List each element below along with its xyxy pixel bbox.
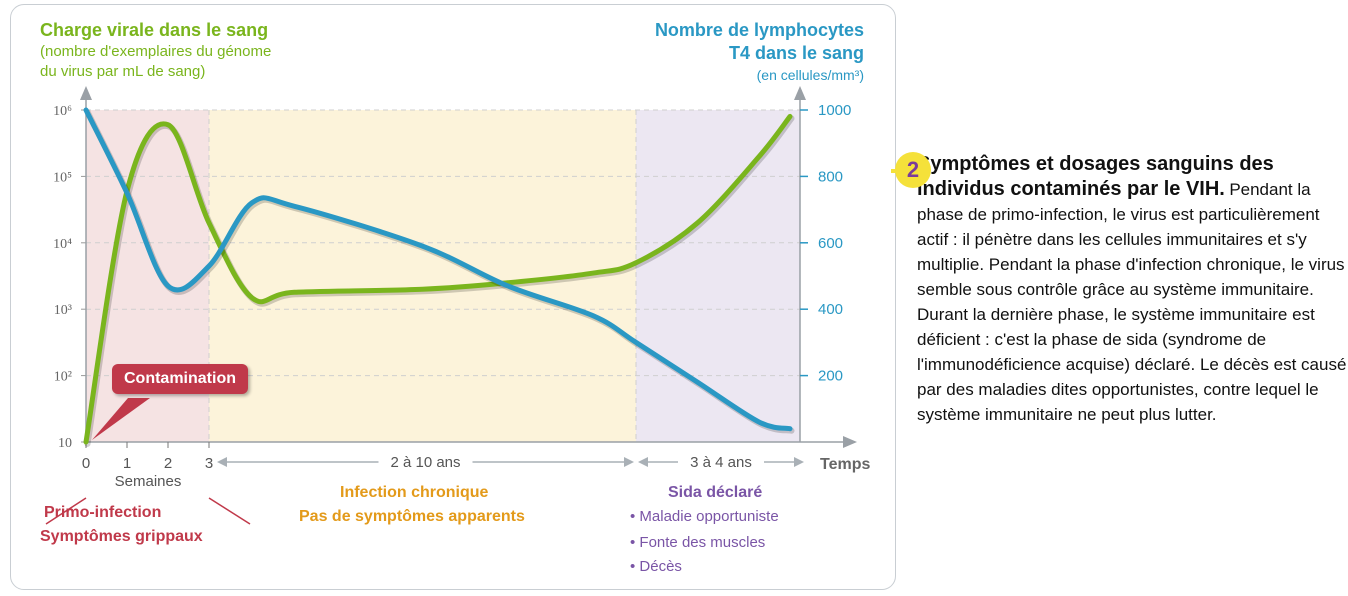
right-tick-label: 1000: [818, 102, 851, 119]
phase-sida-item-3: • Décès: [630, 558, 682, 575]
left-axis-subtitle-1: (nombre d'exemplaires du génome: [40, 43, 272, 60]
right-tick-label: 400: [818, 301, 843, 318]
right-axis-subtitle: (en cellules/mm³): [756, 67, 864, 83]
cd4-count-line: [83, 107, 793, 432]
x-tick-label: 0: [82, 455, 90, 472]
viral-load-line: [83, 113, 793, 445]
contamination-pointer: [92, 398, 150, 440]
span-chronic-arrow-right: [624, 457, 634, 467]
right-tick-label: 600: [818, 235, 843, 252]
span-sida-arrow-left: [638, 457, 648, 467]
phase-sida-item-1: • Maladie opportuniste: [630, 508, 779, 525]
left-tick-label: 10: [58, 436, 72, 451]
caption-body: Pendant la phase de primo-infection, le …: [917, 180, 1347, 424]
phase-chronic-name: Infection chronique: [340, 484, 489, 501]
right-axis-arrow: [794, 86, 806, 100]
span-chronic-label: 2 à 10 ans: [390, 454, 460, 471]
phase-sida-name: Sida déclaré: [668, 484, 763, 501]
phase-sida-item-2: • Fonte des muscles: [630, 534, 766, 551]
right-tick-label: 800: [818, 168, 843, 185]
caption-number-badge: 2: [895, 152, 931, 188]
left-axis-subtitle-2: du virus par mL de sang): [40, 63, 206, 80]
phase-primo-detail: Symptômes grippaux: [40, 528, 203, 545]
x-unit-label: Semaines: [115, 473, 182, 490]
chart-svg: 10 10² 10³ 10⁴ 10⁵ 10⁶ 200 400 600 800 1000 0 1 2 3 Sem…: [45, 86, 870, 525]
span-sida-label: 3 à 4 ans: [690, 454, 752, 471]
left-tick-label: 10²: [54, 370, 72, 385]
right-axis-title-1: Nombre de lymphocytes: [654, 20, 864, 40]
right-tick-label: 200: [818, 368, 843, 385]
figure-caption: 2 Symptômes et dosages sanguins des indi…: [891, 152, 1347, 427]
right-axis-title-2: T4 dans le sang: [728, 43, 864, 63]
left-axis-title: Charge virale dans le sang: [40, 20, 269, 40]
span-sida-label-bg: [678, 451, 764, 473]
left-tick-label: 10⁴: [53, 237, 72, 252]
x-axis-arrow: [843, 436, 857, 448]
x-tick-label: 3: [205, 455, 213, 472]
primo-bracket-right: [208, 497, 251, 525]
primo-bracket-left: [45, 497, 87, 525]
phase-chronic-detail: Pas de symptômes apparents: [299, 508, 525, 525]
contamination-callout: Contamination: [112, 364, 248, 394]
x-axis-title: Temps: [820, 456, 870, 473]
caption-title: Symptômes et dosages sanguins des indivi…: [917, 153, 1274, 200]
phase-bg-sida: [636, 110, 800, 442]
left-tick-label: 10³: [54, 303, 72, 318]
left-tick-label: 10⁵: [53, 170, 72, 185]
phase-primo-name: Primo-infection: [44, 504, 162, 521]
x-tick-label: 1: [123, 455, 131, 472]
left-tick-label: 10⁶: [53, 104, 72, 119]
x-tick-label: 2: [164, 455, 172, 472]
span-chronic-label-bg: [378, 451, 473, 473]
span-sida-arrow-right: [794, 457, 804, 467]
span-chronic-arrow-left: [217, 457, 227, 467]
left-axis-arrow: [80, 86, 92, 100]
